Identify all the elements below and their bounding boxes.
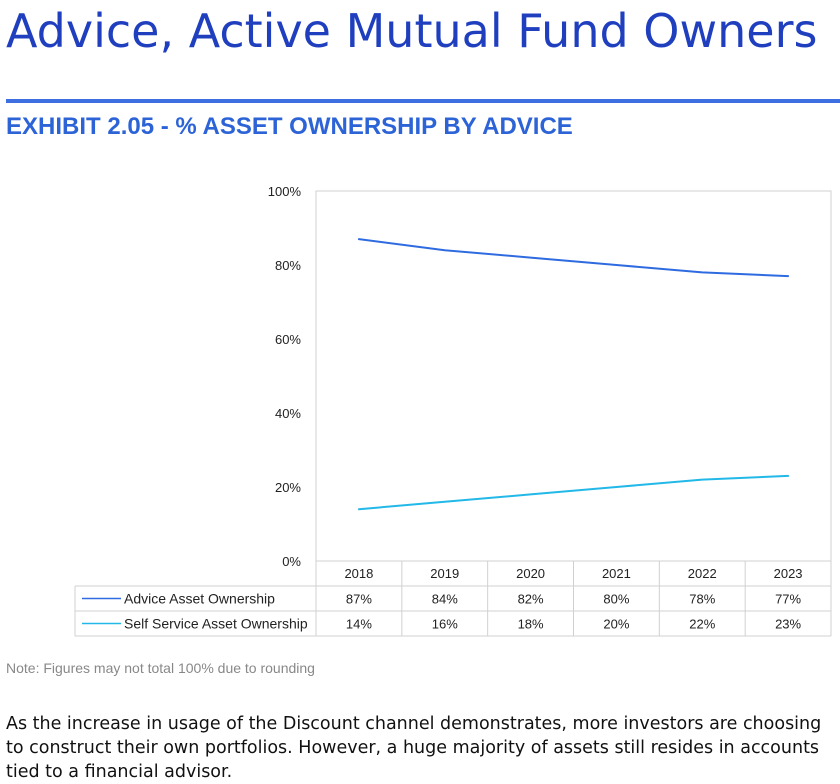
data-table-value: 78% <box>689 592 715 607</box>
data-table-value: 84% <box>432 592 458 607</box>
x-tick-label: 2022 <box>688 566 717 581</box>
x-tick-label: 2020 <box>516 566 545 581</box>
y-tick-label: 20% <box>275 480 301 495</box>
x-tick-label: 2018 <box>344 566 373 581</box>
x-tick-label: 2021 <box>602 566 631 581</box>
data-table-value: 20% <box>603 617 629 632</box>
x-tick-label: 2019 <box>430 566 459 581</box>
line-chart: 0% 20% 40% 60% 80% 100% 2018 2019 2020 2021 2022 20… <box>74 184 832 637</box>
data-table-value: 82% <box>518 592 544 607</box>
page-title: Advice, Active Mutual Fund Owners <box>6 4 818 58</box>
title-divider <box>6 99 840 103</box>
y-tick-label: 100% <box>268 184 302 199</box>
x-tick-label: 2023 <box>774 566 803 581</box>
series-line <box>357 238 790 278</box>
series-line <box>357 474 790 511</box>
body-paragraph: As the increase in usage of the Discount… <box>6 714 822 782</box>
y-tick-label: 80% <box>275 258 301 273</box>
data-table-value: 77% <box>775 592 801 607</box>
y-tick-label: 40% <box>275 406 301 421</box>
exhibit-heading: EXHIBIT 2.05 - % ASSET OWNERSHIP BY ADVI… <box>6 113 573 140</box>
data-table-value: 87% <box>346 592 372 607</box>
data-table-value: 18% <box>518 617 544 632</box>
data-table-value: 23% <box>775 617 801 632</box>
data-table-value: 16% <box>432 617 458 632</box>
data-table-value: 22% <box>689 617 715 632</box>
data-table-value: 14% <box>346 617 372 632</box>
y-tick-label: 0% <box>282 554 301 569</box>
y-tick-label: 60% <box>275 332 301 347</box>
data-table-value: 80% <box>603 592 629 607</box>
footnote: Note: Figures may not total 100% due to … <box>6 660 315 676</box>
legend-label: Self Service Asset Ownership <box>124 616 308 632</box>
legend-label: Advice Asset Ownership <box>124 591 275 607</box>
